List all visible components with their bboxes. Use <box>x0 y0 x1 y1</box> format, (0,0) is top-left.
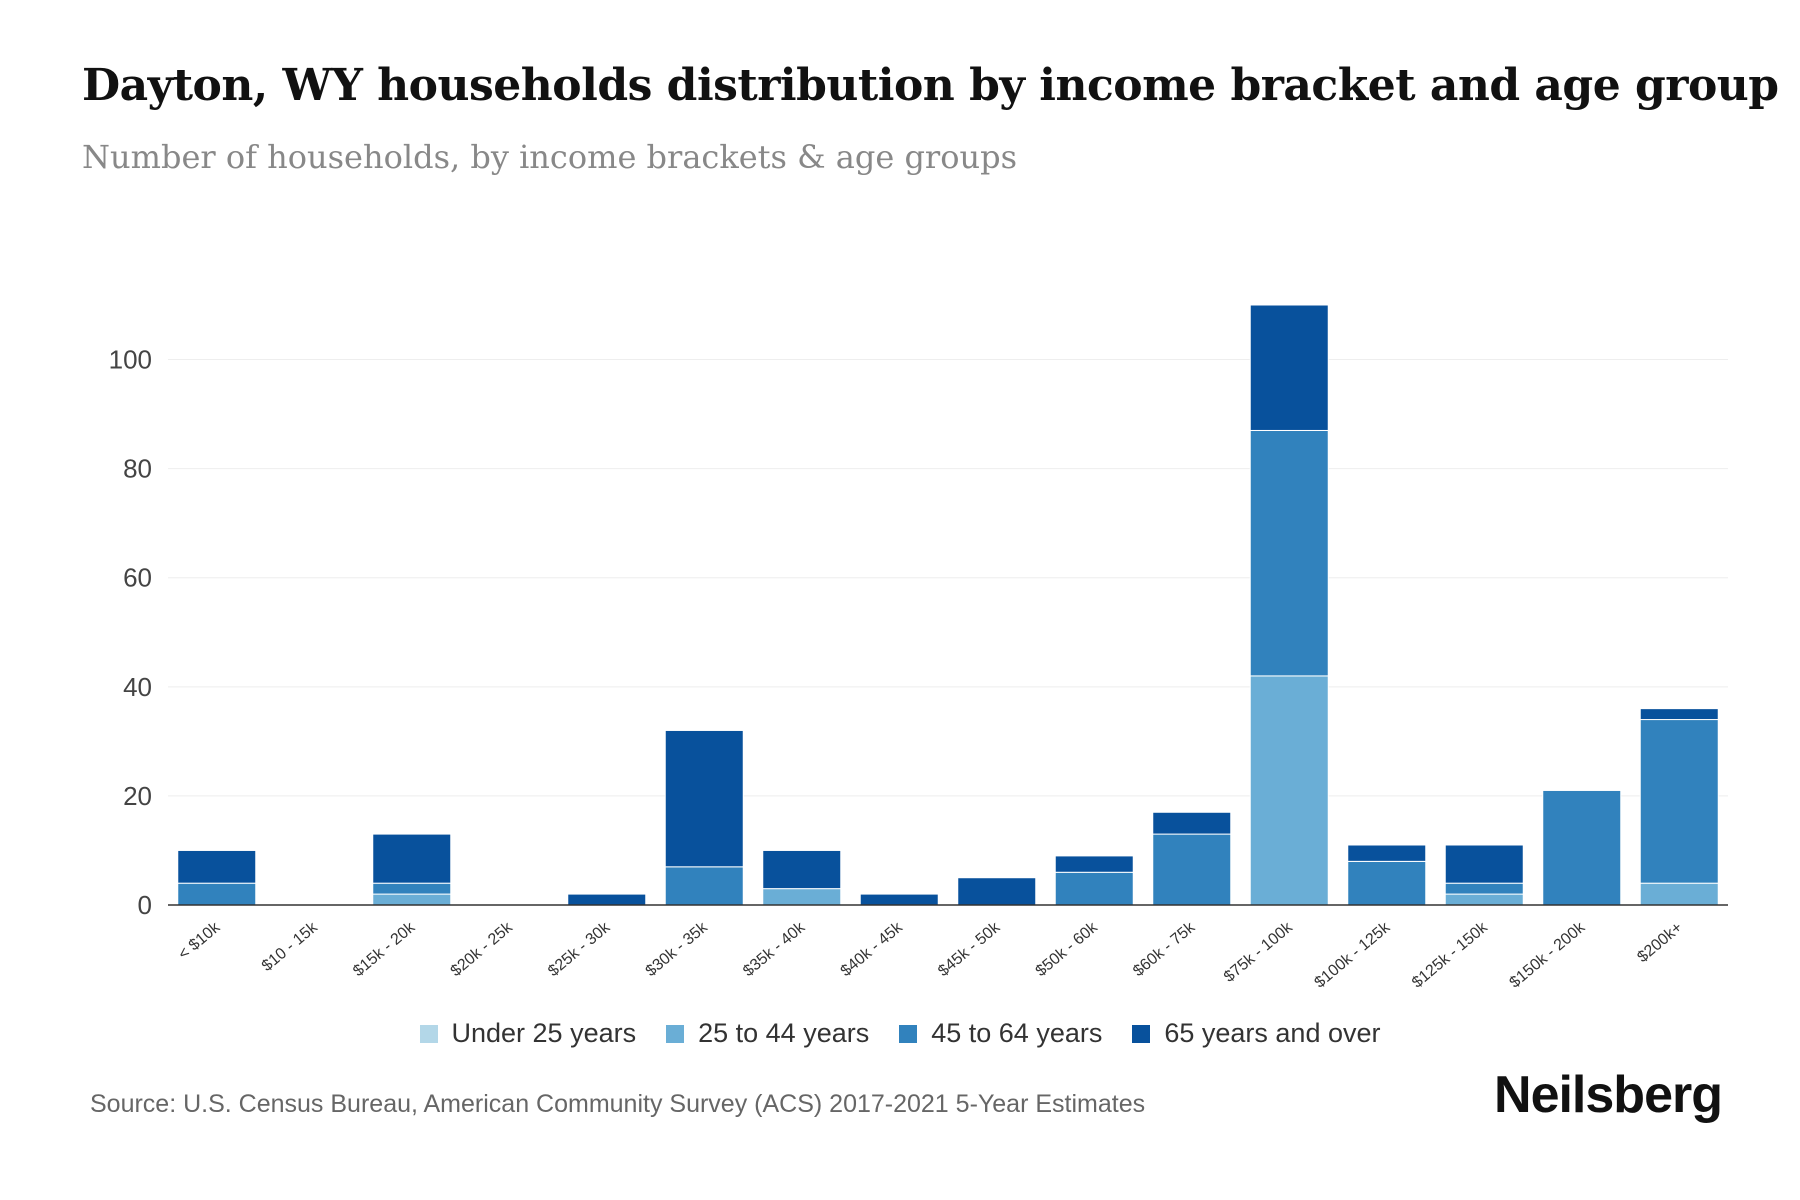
legend-swatch <box>666 1024 685 1043</box>
x-tick-label: $75k - 100k <box>1221 918 1297 985</box>
source-note: Source: U.S. Census Bureau, American Com… <box>90 1090 1146 1118</box>
bar-segment <box>1639 708 1719 721</box>
x-tick-label: $50k - 60k <box>1033 918 1102 980</box>
bar-segment <box>957 877 1037 906</box>
x-tick-label: $15k - 20k <box>350 918 419 980</box>
legend-swatch <box>899 1024 918 1043</box>
stacked-bar-chart: 0 20 40 60 80 100 < $10k $10 - 15k $15k - 20k $20… <box>109 304 1728 992</box>
chart-title: Dayton, WY households distribution by in… <box>82 60 1779 111</box>
legend-item-25-44: 25 to 44 years <box>666 1018 869 1049</box>
x-tick-label: $125k - 150k <box>1409 918 1492 991</box>
bar-segment <box>1639 719 1719 884</box>
bar-segment <box>1444 882 1524 895</box>
legend-label: 65 years and over <box>1164 1018 1381 1048</box>
bar-segment <box>762 888 842 906</box>
x-tick-label: $30k - 35k <box>643 918 712 980</box>
bar-segment <box>1444 893 1524 906</box>
bar-segment <box>1249 429 1329 677</box>
bar-segment <box>762 849 842 890</box>
x-tick-label: $25k - 30k <box>545 918 614 980</box>
x-tick-label: $150k - 200k <box>1507 918 1590 991</box>
y-tick-label: 0 <box>138 890 152 920</box>
x-tick-label: $35k - 40k <box>740 918 809 980</box>
bar-segment <box>567 893 647 906</box>
bar-segment <box>1444 844 1524 884</box>
bar-segment <box>1639 882 1719 906</box>
x-tick-label: $200k+ <box>1634 919 1685 966</box>
bar-segment <box>1347 844 1427 862</box>
legend-swatch <box>1132 1024 1151 1043</box>
legend-item-65-over: 65 years and over <box>1132 1018 1381 1049</box>
bar-segment <box>664 729 744 868</box>
legend-label: Under 25 years <box>451 1018 637 1048</box>
x-tick-label: $100k - 125k <box>1312 918 1395 991</box>
brand-logo: Neilsberg <box>1494 1066 1723 1124</box>
bar-segment <box>1152 833 1232 906</box>
bar-segment <box>177 849 257 884</box>
y-tick-label: 100 <box>109 345 152 375</box>
bar-segment <box>177 882 257 906</box>
bar-segment <box>372 833 452 884</box>
legend-item-45-64: 45 to 64 years <box>899 1018 1102 1049</box>
legend-label: 45 to 64 years <box>931 1018 1103 1048</box>
x-tick-label: $20k - 25k <box>448 918 517 980</box>
x-tick-label: $60k - 75k <box>1130 918 1199 980</box>
x-tick-label: $10 - 15k <box>259 918 322 975</box>
bar-segment <box>1152 811 1232 835</box>
bar-segment <box>1542 789 1622 906</box>
bar-segment <box>664 866 744 906</box>
chart-subtitle: Number of households, by income brackets… <box>82 138 1017 176</box>
bar-segment <box>859 893 939 906</box>
x-tick-label: $40k - 45k <box>838 918 907 980</box>
legend: Under 25 years 25 to 44 years 45 to 64 y… <box>0 1018 1800 1049</box>
bar-segment <box>372 893 452 906</box>
bar-segment <box>1249 304 1329 431</box>
y-tick-label: 80 <box>123 454 152 484</box>
bar-segment <box>1054 871 1134 906</box>
bar-segment <box>372 882 452 895</box>
bar-segment <box>1347 860 1427 906</box>
legend-swatch <box>419 1024 438 1043</box>
legend-item-under-25: Under 25 years <box>419 1018 637 1049</box>
bar-segment <box>1249 675 1329 906</box>
bar-segment <box>1054 855 1134 873</box>
x-tick-label: < $10k <box>175 918 224 963</box>
y-tick-label: 20 <box>123 781 152 811</box>
y-tick-label: 60 <box>123 563 152 593</box>
y-tick-label: 40 <box>123 672 152 702</box>
legend-label: 25 to 44 years <box>698 1018 870 1048</box>
x-tick-label: $45k - 50k <box>935 918 1004 980</box>
